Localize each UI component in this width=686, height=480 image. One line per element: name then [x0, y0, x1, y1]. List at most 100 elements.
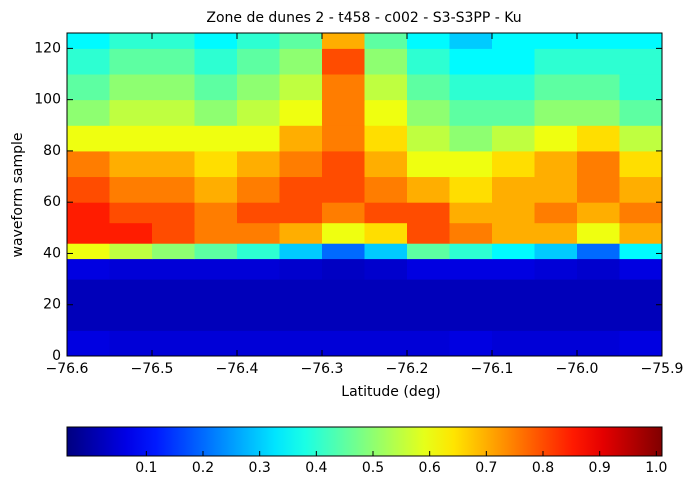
- heatmap-cell: [279, 74, 323, 101]
- heatmap-cell: [194, 125, 238, 152]
- heatmap-cell: [534, 330, 578, 357]
- heatmap-cell: [194, 176, 238, 203]
- heatmap-cell: [237, 243, 280, 260]
- heatmap-cell: [67, 33, 110, 49]
- heatmap-cell: [194, 202, 238, 224]
- heatmap-cell: [577, 150, 620, 178]
- heatmap-cell: [577, 258, 620, 280]
- colorbar-tick-label: 0.6: [419, 460, 441, 476]
- heatmap-cell: [449, 279, 493, 306]
- colorbar-tick-label: 0.3: [249, 460, 271, 476]
- heatmap-cell: [577, 330, 620, 357]
- heatmap-cell: [364, 222, 408, 244]
- heatmap-cell: [534, 33, 578, 49]
- heatmap-cell: [577, 222, 620, 244]
- heatmap-cell: [364, 74, 408, 101]
- heatmap-cell: [237, 258, 280, 280]
- heatmap-cell: [364, 33, 408, 49]
- y-tick-label: 80: [43, 143, 61, 159]
- heatmap-cell: [364, 258, 408, 280]
- heatmap-cell: [109, 222, 153, 244]
- x-tick-label: −76.3: [301, 361, 344, 377]
- heatmap-cell: [577, 99, 620, 126]
- heatmap-cell: [279, 33, 323, 49]
- heatmap-cell: [619, 222, 663, 244]
- heatmap-cell: [364, 202, 408, 224]
- heatmap-cell: [194, 279, 238, 306]
- heatmap-cell: [194, 74, 238, 101]
- heatmap-cell: [194, 222, 238, 244]
- heatmap-cell: [364, 304, 408, 331]
- heatmap-cell: [534, 304, 578, 331]
- heatmap-cell: [237, 304, 280, 331]
- heatmap-cell: [534, 99, 578, 126]
- heatmap-cell: [237, 33, 280, 49]
- heatmap-cell: [364, 279, 408, 306]
- chart-title: Zone de dunes 2 - t458 - c002 - S3-S3PP …: [206, 10, 521, 26]
- heatmap-cell: [492, 222, 535, 244]
- heatmap-cell: [619, 176, 663, 203]
- heatmap-cell: [322, 33, 365, 49]
- heatmap-cell: [407, 48, 450, 75]
- heatmap-cell: [492, 125, 535, 152]
- heatmap-cell: [492, 99, 535, 126]
- heatmap-cell: [322, 48, 365, 75]
- heatmap-cell: [194, 258, 238, 280]
- heatmap-cell: [152, 304, 195, 331]
- heatmap-cell: [577, 304, 620, 331]
- heatmap-cell: [322, 74, 365, 101]
- heatmap-cell: [237, 176, 280, 203]
- heatmap-cell: [67, 202, 110, 224]
- heatmap-cell: [619, 258, 663, 280]
- plot-frame: [66, 32, 663, 357]
- heatmap-cell: [534, 279, 578, 306]
- heatmap-cell: [322, 304, 365, 331]
- y-tick-label: 40: [43, 245, 61, 261]
- heatmap-cell: [534, 125, 578, 152]
- heatmap-cell: [364, 330, 408, 357]
- heatmap-cell: [364, 176, 408, 203]
- x-tick-label: −76.1: [471, 361, 514, 377]
- heatmap-cell: [407, 74, 450, 101]
- y-tick-label: 60: [43, 194, 61, 210]
- heatmap-cell: [407, 243, 450, 260]
- heatmap-cell: [109, 202, 153, 224]
- heatmap-cell: [67, 330, 110, 357]
- heatmap-cell: [492, 48, 535, 75]
- heatmap-cell: [322, 243, 365, 260]
- heatmap-cell: [449, 48, 493, 75]
- heatmap-cell: [152, 222, 195, 244]
- heatmap-cell: [322, 150, 365, 178]
- heatmap-cell: [109, 330, 153, 357]
- heatmap-cell: [237, 330, 280, 357]
- heatmap-cell: [67, 258, 110, 280]
- heatmap-cell: [67, 222, 110, 244]
- heatmap-cell: [619, 74, 663, 101]
- heatmap-cell: [407, 304, 450, 331]
- colorbar-tick-label: 0.7: [475, 460, 497, 476]
- heatmap-cell: [619, 243, 663, 260]
- heatmap-cell: [407, 330, 450, 357]
- heatmap-cell: [449, 33, 493, 49]
- heatmap-cell: [449, 74, 493, 101]
- heatmap-cell: [194, 99, 238, 126]
- heatmap-cell: [449, 99, 493, 126]
- colorbar: [66, 426, 663, 457]
- heatmap-cell: [279, 243, 323, 260]
- heatmap-cell: [237, 99, 280, 126]
- heatmap-cell: [577, 74, 620, 101]
- heatmap-cell: [449, 304, 493, 331]
- heatmap-cell: [194, 330, 238, 357]
- colorbar-tick-label: 1.0: [645, 460, 667, 476]
- heatmap-cell: [67, 99, 110, 126]
- heatmap-cell: [322, 222, 365, 244]
- heatmap-cell: [492, 304, 535, 331]
- heatmap-cell: [194, 33, 238, 49]
- heatmap-cell: [279, 202, 323, 224]
- colorbar-tick-label: 0.8: [532, 460, 554, 476]
- colorbar-tick-label: 0.2: [192, 460, 214, 476]
- heatmap-cell: [237, 222, 280, 244]
- heatmap-cell: [619, 330, 663, 357]
